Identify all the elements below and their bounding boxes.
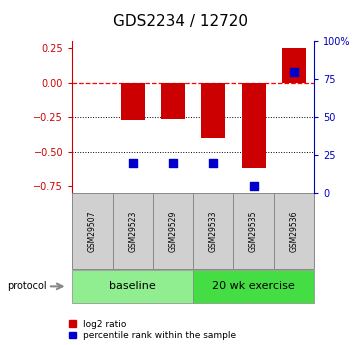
Bar — [193, 193, 234, 269]
Text: GSM29523: GSM29523 — [128, 210, 137, 252]
Text: protocol: protocol — [7, 282, 47, 291]
Text: GSM29536: GSM29536 — [290, 210, 299, 252]
Point — [130, 160, 135, 166]
Legend: log2 ratio, percentile rank within the sample: log2 ratio, percentile rank within the s… — [70, 320, 236, 341]
Bar — [121, 83, 145, 120]
Bar — [282, 48, 306, 83]
Text: baseline: baseline — [109, 282, 156, 291]
Bar — [113, 193, 153, 269]
Point — [170, 160, 176, 166]
Point — [291, 69, 297, 75]
Text: 20 wk exercise: 20 wk exercise — [212, 282, 295, 291]
Bar — [161, 83, 185, 119]
Bar — [193, 270, 314, 303]
Bar — [234, 193, 274, 269]
Bar — [201, 83, 225, 138]
Point — [210, 160, 216, 166]
Bar — [153, 193, 193, 269]
Point — [251, 183, 256, 188]
Text: GSM29529: GSM29529 — [169, 210, 178, 252]
Bar — [274, 193, 314, 269]
Text: GSM29535: GSM29535 — [249, 210, 258, 252]
Bar — [72, 270, 193, 303]
Bar — [242, 83, 266, 168]
Text: GDS2234 / 12720: GDS2234 / 12720 — [113, 14, 248, 29]
Text: GSM29507: GSM29507 — [88, 210, 97, 252]
Text: GSM29533: GSM29533 — [209, 210, 218, 252]
Bar — [72, 193, 113, 269]
